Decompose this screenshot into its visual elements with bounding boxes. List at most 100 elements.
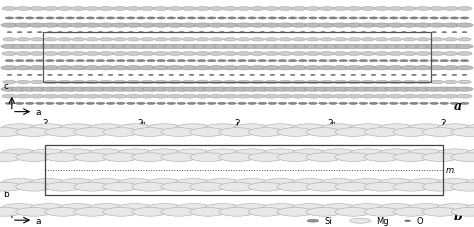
Circle shape [149,75,154,76]
Circle shape [462,75,467,76]
Circle shape [430,103,438,105]
Text: Mg: Mg [376,216,389,225]
Circle shape [108,209,119,211]
Circle shape [46,132,51,133]
Circle shape [132,183,168,191]
Circle shape [344,155,348,156]
Circle shape [161,208,197,216]
Circle shape [219,75,224,76]
Circle shape [127,18,135,20]
Circle shape [195,7,210,11]
Text: 2: 2 [234,118,240,127]
Circle shape [326,184,337,186]
Circle shape [375,39,388,42]
Circle shape [274,45,291,49]
Circle shape [369,184,381,186]
Circle shape [394,132,399,133]
Circle shape [11,88,28,92]
Circle shape [166,154,177,157]
Circle shape [392,32,396,34]
Circle shape [319,103,327,105]
Circle shape [246,211,257,213]
Circle shape [260,32,264,34]
Circle shape [294,88,311,92]
Circle shape [102,45,119,49]
Circle shape [147,103,155,105]
Circle shape [237,7,252,11]
Circle shape [108,32,113,34]
Circle shape [43,156,54,159]
Circle shape [288,60,297,62]
Circle shape [72,211,83,213]
Circle shape [350,204,386,212]
Circle shape [45,183,81,191]
Circle shape [204,179,240,187]
Circle shape [72,39,85,42]
Circle shape [427,154,438,157]
Circle shape [260,75,264,76]
Circle shape [442,154,453,157]
Text: a: a [454,99,462,112]
Circle shape [26,18,34,20]
Circle shape [292,149,328,158]
Circle shape [408,124,444,133]
Circle shape [161,153,197,162]
Circle shape [133,132,138,133]
Circle shape [258,18,266,20]
Circle shape [253,154,264,157]
Circle shape [177,60,186,62]
Circle shape [238,129,250,132]
Circle shape [240,75,245,76]
Circle shape [204,204,240,212]
Circle shape [309,60,317,62]
Circle shape [336,186,341,188]
Circle shape [292,124,328,133]
Circle shape [420,156,431,159]
Circle shape [168,39,182,42]
Circle shape [244,45,261,49]
Circle shape [141,39,154,42]
Circle shape [234,179,270,187]
Circle shape [299,103,307,105]
Circle shape [320,39,333,42]
Circle shape [118,149,154,158]
Circle shape [340,129,352,132]
Circle shape [355,209,366,211]
Circle shape [280,32,285,34]
Circle shape [387,66,404,71]
Circle shape [329,155,334,156]
Circle shape [194,24,211,28]
Circle shape [278,186,283,188]
Circle shape [15,66,32,71]
Bar [43,33,431,83]
Circle shape [268,129,279,132]
Circle shape [271,130,276,131]
Circle shape [189,32,194,34]
Circle shape [416,7,431,11]
Circle shape [122,88,139,92]
Circle shape [430,184,435,186]
Text: m.: m. [446,166,456,175]
Circle shape [248,128,284,137]
Circle shape [422,128,458,137]
Circle shape [9,209,14,211]
Circle shape [122,154,134,157]
Circle shape [70,24,87,28]
Circle shape [66,18,74,20]
Circle shape [92,88,109,92]
Circle shape [443,52,458,56]
Circle shape [220,132,225,133]
Circle shape [347,39,361,42]
Circle shape [166,24,183,28]
Circle shape [250,7,265,11]
Circle shape [452,157,457,158]
Circle shape [210,184,221,186]
Circle shape [106,18,115,20]
Circle shape [228,209,232,211]
Circle shape [196,81,209,84]
Text: b: b [3,190,9,199]
Circle shape [429,52,445,56]
Circle shape [175,179,211,187]
Circle shape [274,88,291,92]
Circle shape [46,186,51,188]
